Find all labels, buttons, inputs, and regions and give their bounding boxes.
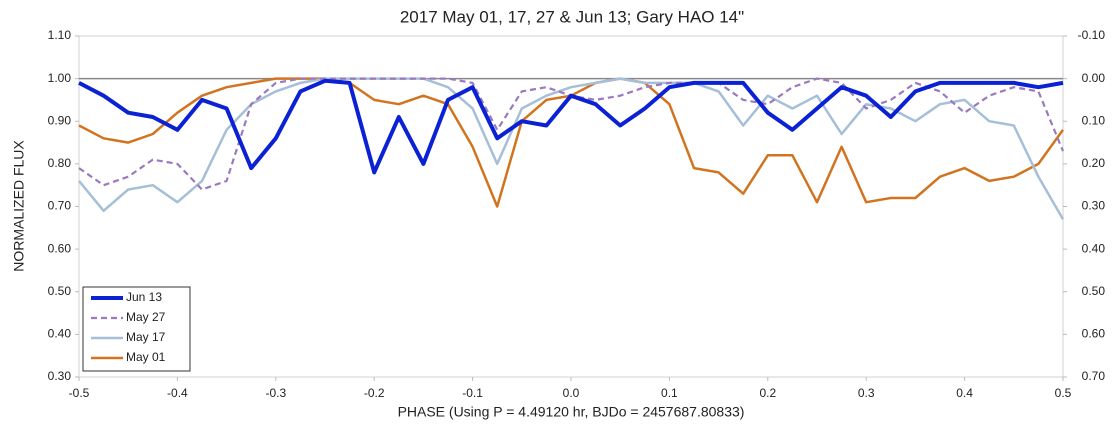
- y2-tick-label: 0.30: [1082, 199, 1106, 213]
- y-tick-label: 1.00: [48, 71, 72, 85]
- y2-tick-label: 0.40: [1082, 241, 1106, 255]
- legend-label: May 27: [126, 310, 166, 324]
- y2-tick-label: 0.20: [1082, 156, 1106, 170]
- legend-label: Jun 13: [126, 290, 162, 304]
- y-tick-label: 0.80: [48, 156, 72, 170]
- series-line: [78, 77, 1065, 220]
- y2-tick-label: 0.60: [1082, 327, 1106, 341]
- series-line: [78, 78, 1064, 175]
- x-tick-label: -0.3: [265, 386, 286, 400]
- y2-tick-label: 0.70: [1082, 369, 1106, 383]
- y2-tick-label: 0.00: [1082, 71, 1106, 85]
- x-tick-label: 0.1: [661, 386, 678, 400]
- x-tick-label: -0.5: [69, 386, 90, 400]
- x-tick-label: -0.2: [364, 386, 385, 400]
- y-tick-label: 1.10: [48, 28, 72, 42]
- y-tick-label: 0.50: [48, 284, 72, 298]
- legend-label: May 17: [126, 330, 166, 344]
- x-tick-label: 0.2: [759, 386, 776, 400]
- x-tick-label: 0.3: [858, 386, 875, 400]
- legend-label: May 01: [126, 350, 166, 364]
- x-tick-label: 0.5: [1055, 386, 1072, 400]
- y-tick-label: 0.40: [48, 327, 72, 341]
- y2-tick-label: 0.50: [1082, 284, 1106, 298]
- x-axis-label: PHASE (Using P = 4.49120 hr, BJDo = 2457…: [398, 404, 745, 420]
- x-tick-label: -0.1: [462, 386, 483, 400]
- x-tick-label: 0.0: [563, 386, 580, 400]
- y-axis-label: NORMALIZED FLUX: [11, 140, 27, 272]
- y-tick-label: 0.60: [48, 241, 72, 255]
- y-tick-label: 0.90: [48, 113, 72, 127]
- y2-tick-label: 0.10: [1082, 113, 1106, 127]
- x-tick-label: 0.4: [956, 386, 973, 400]
- y2-tick-label: -0.10: [1078, 28, 1106, 42]
- x-tick-label: -0.4: [167, 386, 188, 400]
- y-tick-label: 0.30: [48, 369, 72, 383]
- y-tick-label: 0.70: [48, 199, 72, 213]
- chart-title: 2017 May 01, 17, 27 & Jun 13; Gary HAO 1…: [400, 7, 744, 26]
